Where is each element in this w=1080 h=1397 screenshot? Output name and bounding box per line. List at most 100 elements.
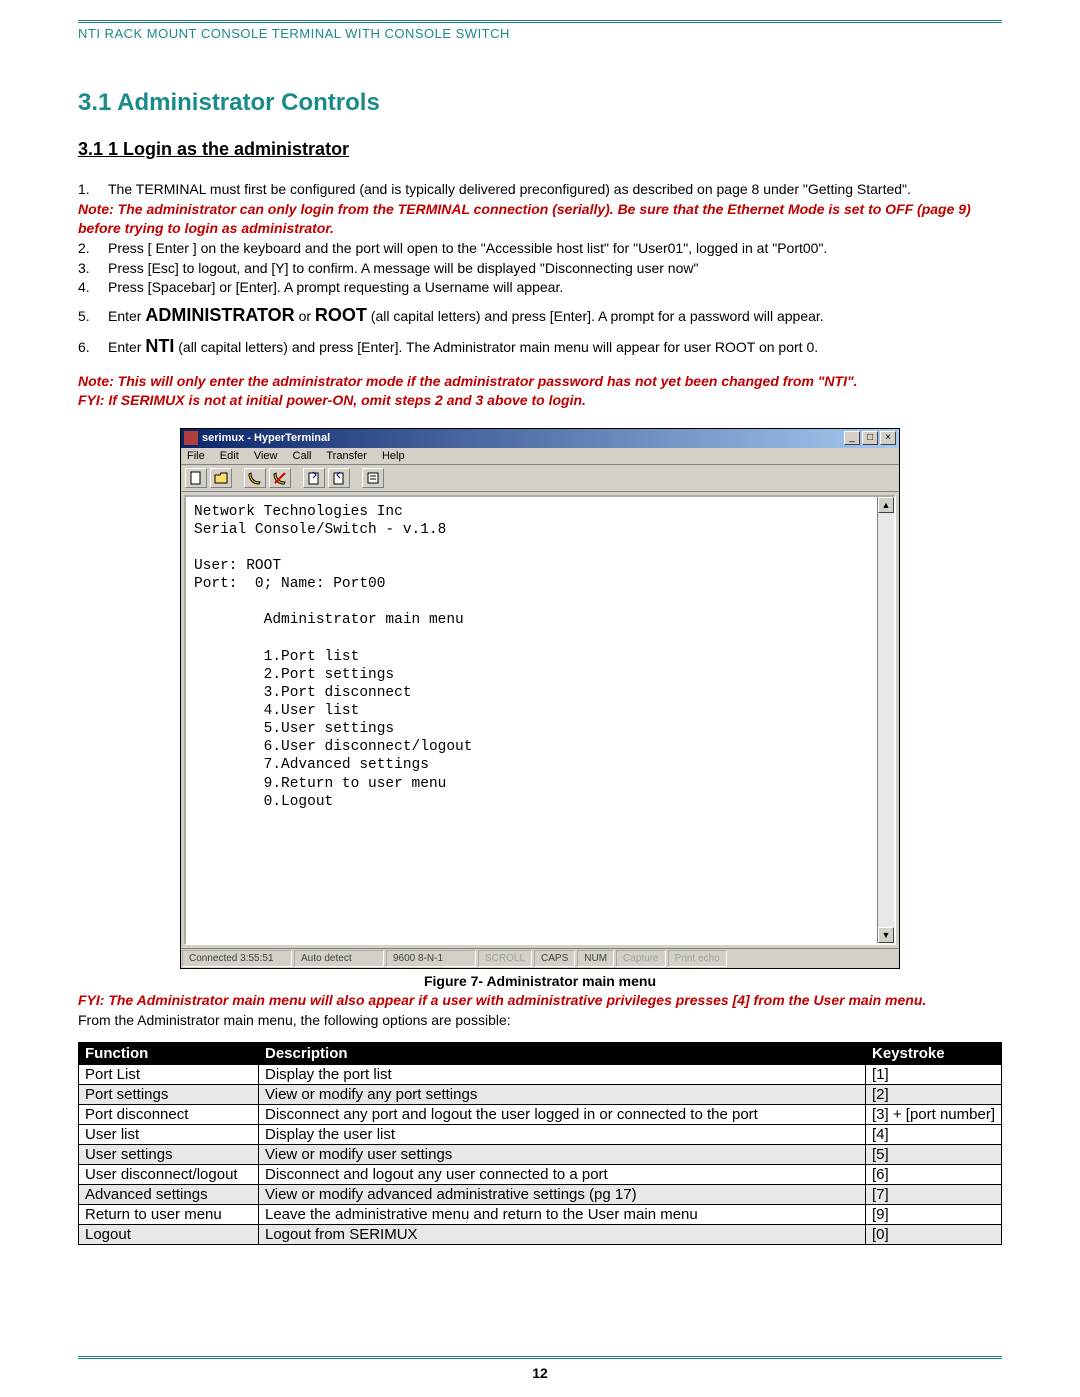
terminal-output: Network Technologies Inc Serial Console/… — [186, 497, 876, 943]
cell-keystroke: [7] — [866, 1184, 1002, 1204]
scroll-track[interactable] — [878, 513, 894, 927]
hyperterminal-window: serimux - HyperTerminal _ □ × File Edit … — [180, 428, 900, 969]
table-row: Port disconnectDisconnect any port and l… — [79, 1104, 1002, 1124]
step-6a: Enter — [108, 339, 145, 355]
menu-call[interactable]: Call — [293, 450, 312, 462]
minimize-button[interactable]: _ — [844, 431, 860, 445]
client-area: Network Technologies Inc Serial Console/… — [181, 492, 899, 948]
status-bar: Connected 3:55:51 Auto detect 9600 8-N-1… — [181, 948, 899, 968]
cell-function: Logout — [79, 1224, 259, 1244]
scroll-up-icon[interactable]: ▲ — [878, 497, 894, 513]
tb-properties-icon[interactable] — [362, 468, 384, 488]
running-header: NTI RACK MOUNT CONSOLE TERMINAL WITH CON… — [78, 26, 1002, 41]
fyi-figure: FYI: The Administrator main menu will al… — [78, 991, 1002, 1010]
note-block-2: Note: This will only enter the administr… — [78, 372, 1002, 410]
window-titlebar: serimux - HyperTerminal _ □ × — [181, 429, 899, 448]
table-row: User disconnect/logoutDisconnect and log… — [79, 1164, 1002, 1184]
cell-keystroke: [5] — [866, 1144, 1002, 1164]
table-row: Return to user menuLeave the administrat… — [79, 1204, 1002, 1224]
status-caps: CAPS — [534, 950, 575, 967]
app-icon — [184, 431, 198, 445]
th-function: Function — [79, 1042, 259, 1064]
cell-keystroke: [6] — [866, 1164, 1002, 1184]
menu-transfer[interactable]: Transfer — [326, 450, 367, 462]
status-capture: Capture — [616, 950, 666, 967]
cell-function: Port disconnect — [79, 1104, 259, 1124]
step-5c: or — [295, 308, 315, 324]
cell-keystroke: [3] + [port number] — [866, 1104, 1002, 1124]
tb-send-icon[interactable] — [303, 468, 325, 488]
cell-function: User list — [79, 1124, 259, 1144]
th-description: Description — [259, 1042, 866, 1064]
step-6c: (all capital letters) and press [Enter].… — [174, 339, 818, 355]
maximize-button[interactable]: □ — [862, 431, 878, 445]
menu-bar: File Edit View Call Transfer Help — [181, 448, 899, 465]
status-scroll: SCROLL — [478, 950, 532, 967]
table-row: Port ListDisplay the port list[1] — [79, 1064, 1002, 1084]
step-3-text: Press [Esc] to logout, and [Y] to confir… — [108, 260, 698, 276]
menu-help[interactable]: Help — [382, 450, 405, 462]
step-1: 1.The TERMINAL must first be configured … — [78, 180, 1002, 199]
table-row: User settingsView or modify user setting… — [79, 1144, 1002, 1164]
cell-description: View or modify user settings — [259, 1144, 866, 1164]
cell-function: Advanced settings — [79, 1184, 259, 1204]
cell-description: Leave the administrative menu and return… — [259, 1204, 866, 1224]
cell-description: Display the user list — [259, 1124, 866, 1144]
cell-description: View or modify advanced administrative s… — [259, 1184, 866, 1204]
menu-file[interactable]: File — [187, 450, 205, 462]
cell-function: Port List — [79, 1064, 259, 1084]
cell-keystroke: [4] — [866, 1124, 1002, 1144]
tb-receive-icon[interactable] — [328, 468, 350, 488]
cell-keystroke: [2] — [866, 1084, 1002, 1104]
step-4-text: Press [Spacebar] or [Enter]. A prompt re… — [108, 279, 563, 295]
cell-description: Disconnect any port and logout the user … — [259, 1104, 866, 1124]
menu-edit[interactable]: Edit — [220, 450, 239, 462]
word-administrator: ADMINISTRATOR — [145, 305, 294, 325]
login-steps: 1.The TERMINAL must first be configured … — [78, 180, 1002, 358]
step-2-text: Press [ Enter ] on the keyboard and the … — [108, 240, 827, 256]
th-keystroke: Keystroke — [866, 1042, 1002, 1064]
cell-keystroke: [0] — [866, 1224, 1002, 1244]
table-row: Advanced settingsView or modify advanced… — [79, 1184, 1002, 1204]
word-nti: NTI — [145, 336, 174, 356]
window-title: serimux - HyperTerminal — [202, 432, 844, 444]
status-connected: Connected 3:55:51 — [182, 950, 292, 967]
cell-description: View or modify any port settings — [259, 1084, 866, 1104]
note-password: Note: This will only enter the administr… — [78, 372, 1002, 391]
cell-description: Display the port list — [259, 1064, 866, 1084]
figure-caption: Figure 7- Administrator main menu — [78, 973, 1002, 989]
page-number: 12 — [0, 1365, 1080, 1381]
word-root: ROOT — [315, 305, 367, 325]
scroll-down-icon[interactable]: ▼ — [878, 927, 894, 943]
note-fyi-poweron: FYI: If SERIMUX is not at initial power-… — [78, 391, 1002, 410]
tb-new-icon[interactable] — [185, 468, 207, 488]
tb-disconnect-icon[interactable] — [269, 468, 291, 488]
cell-keystroke: [1] — [866, 1064, 1002, 1084]
step-6: 6.Enter NTI (all capital letters) and pr… — [78, 334, 1002, 358]
scrollbar[interactable]: ▲ ▼ — [877, 497, 894, 943]
table-row: Port settingsView or modify any port set… — [79, 1084, 1002, 1104]
step-4: 4.Press [Spacebar] or [Enter]. A prompt … — [78, 278, 1002, 297]
cell-function: Return to user menu — [79, 1204, 259, 1224]
terminal-wrap: Network Technologies Inc Serial Console/… — [184, 495, 896, 945]
cell-function: User disconnect/logout — [79, 1164, 259, 1184]
bottom-rule — [78, 1356, 1002, 1359]
cell-description: Logout from SERIMUX — [259, 1224, 866, 1244]
cell-function: User settings — [79, 1144, 259, 1164]
step-5: 5.Enter ADMINISTRATOR or ROOT (all capit… — [78, 303, 1002, 327]
tb-open-icon[interactable] — [210, 468, 232, 488]
table-row: User listDisplay the user list[4] — [79, 1124, 1002, 1144]
top-rule — [78, 20, 1002, 23]
status-echo: Print echo — [668, 950, 727, 967]
step-5e: (all capital letters) and press [Enter].… — [367, 308, 824, 324]
table-row: LogoutLogout from SERIMUX[0] — [79, 1224, 1002, 1244]
table-intro: From the Administrator main menu, the fo… — [78, 1012, 1002, 1028]
toolbar — [181, 465, 899, 492]
subsection-title: 3.1 1 Login as the administrator — [78, 139, 1002, 160]
close-button[interactable]: × — [880, 431, 896, 445]
status-num: NUM — [577, 950, 614, 967]
menu-view[interactable]: View — [254, 450, 278, 462]
tb-call-icon[interactable] — [244, 468, 266, 488]
step-3: 3.Press [Esc] to logout, and [Y] to conf… — [78, 259, 1002, 278]
section-title: 3.1 Administrator Controls — [78, 89, 1002, 117]
